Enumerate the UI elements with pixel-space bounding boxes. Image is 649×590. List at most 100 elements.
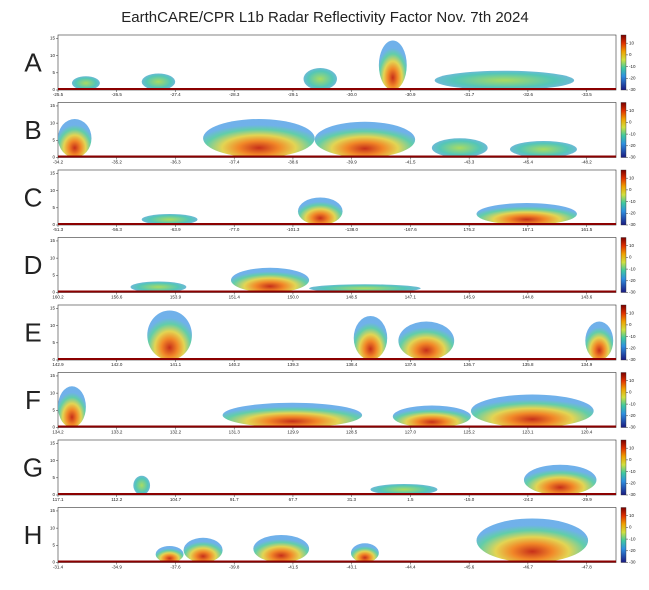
x-tick-label: 117.1 (53, 497, 64, 502)
x-tick-label: 160.2 (52, 295, 64, 300)
x-tick-label: 134.2 (52, 430, 64, 435)
x-tick-label: -31.7 (464, 92, 475, 97)
colorbar-tick-label: -20 (629, 278, 636, 283)
x-tick-label: 167.1 (522, 227, 534, 232)
y-tick-label: 15 (50, 36, 56, 41)
colorbar-tick-label: 10 (629, 40, 635, 45)
x-tick-label: 125.2 (464, 430, 476, 435)
echo-region (155, 546, 184, 563)
x-tick-label: -34.9 (112, 565, 123, 570)
x-tick-label: -26.5 (112, 92, 123, 97)
echo-region (230, 267, 310, 293)
colorbar-tick-label: 10 (629, 310, 635, 315)
x-tick-label: 148.5 (346, 295, 358, 300)
x-tick-label: 144.8 (522, 295, 534, 300)
colorbar-tick-label: 0 (629, 120, 632, 125)
x-tick-label: -29.1 (288, 92, 299, 97)
plot-area (57, 304, 617, 361)
colorbar-tick-label: -30 (629, 425, 636, 430)
colorbar (620, 34, 627, 91)
y-tick-label: 5 (52, 543, 55, 548)
x-tick-label: 140.2 (229, 362, 241, 367)
y-tick-label: 5 (52, 408, 55, 413)
x-tick-label: 143.6 (581, 295, 593, 300)
y-tick-label: 0 (52, 87, 55, 92)
colorbar-tick-label: -20 (629, 413, 636, 418)
colorbar-tick-label: -10 (629, 536, 636, 541)
y-tick-label: 5 (52, 475, 55, 480)
y-tick-label: 5 (52, 70, 55, 75)
colorbar-tick-label: 0 (629, 52, 632, 57)
x-tick-label: -33.5 (581, 92, 592, 97)
y-tick-label: 15 (50, 238, 56, 243)
y-tick-label: 0 (52, 155, 55, 160)
x-tick-label: 135.8 (522, 362, 534, 367)
x-tick-label: -41.5 (288, 565, 299, 570)
colorbar (620, 372, 627, 428)
echo-region (523, 464, 597, 495)
x-tick-label: -28.3 (229, 92, 240, 97)
colorbar-tick-label: -20 (629, 210, 636, 215)
echo-region (130, 281, 187, 293)
panel-label: F (25, 385, 41, 415)
panel-label: E (24, 317, 41, 347)
x-tick-label: 67.7 (289, 497, 298, 502)
x-tick-label: -30.9 (405, 92, 416, 97)
colorbar-tick-label: 0 (629, 525, 632, 530)
echo-region (509, 141, 577, 158)
echo-region (431, 138, 488, 158)
x-tick-label: 133.2 (111, 430, 123, 435)
x-tick-label: 138.4 (346, 362, 358, 367)
echo-region (71, 76, 100, 90)
x-tick-label: -51.3 (53, 227, 64, 232)
y-tick-label: 15 (50, 508, 56, 513)
echo-region (141, 214, 198, 225)
y-tick-label: 10 (50, 390, 56, 395)
panel-label: G (23, 452, 43, 482)
x-tick-label: -36.3 (170, 160, 181, 165)
x-tick-label: -43.3 (464, 160, 475, 165)
colorbar-tick-label: -30 (629, 87, 636, 92)
x-tick-label: 141.1 (170, 362, 182, 367)
y-tick-label: 15 (50, 306, 56, 311)
y-tick-label: 0 (52, 425, 55, 430)
colorbar (620, 237, 627, 293)
panel-label: A (24, 47, 42, 77)
y-tick-label: 0 (52, 222, 55, 227)
x-tick-label: -46.7 (523, 565, 534, 570)
x-tick-label: 129.9 (287, 430, 299, 435)
echo-region (57, 386, 86, 428)
colorbar-tick-label: -20 (629, 480, 636, 485)
echo-region (370, 484, 438, 495)
x-tick-label: 91.7 (230, 497, 239, 502)
x-tick-label: 112.2 (111, 497, 122, 502)
x-tick-label: 150.0 (287, 295, 299, 300)
echo-region (314, 121, 416, 158)
x-tick-label: -39.8 (229, 565, 240, 570)
x-tick-label: 131.3 (229, 430, 241, 435)
x-tick-label: -63.9 (170, 227, 181, 232)
x-tick-label: 136.7 (464, 362, 476, 367)
echo-region (353, 316, 388, 360)
colorbar-tick-label: 0 (629, 390, 632, 395)
y-tick-label: 5 (52, 273, 55, 278)
colorbar-tick-label: -30 (629, 222, 636, 227)
colorbar-tick-label: -30 (629, 290, 636, 295)
x-tick-label: 137.6 (405, 362, 417, 367)
colorbar-tick-label: -30 (629, 492, 636, 497)
x-tick-label: -37.6 (170, 565, 181, 570)
x-tick-label: -39.9 (347, 160, 358, 165)
echo-region (222, 402, 363, 428)
panel-label: H (24, 520, 43, 550)
colorbar-tick-label: -10 (629, 334, 636, 339)
x-tick-label: -24.2 (523, 497, 534, 502)
y-tick-label: 10 (50, 525, 56, 530)
x-tick-label: 151.4 (229, 295, 241, 300)
colorbar-tick-label: 10 (629, 445, 635, 450)
figure-title: EarthCARE/CPR L1b Radar Reflectivity Fac… (121, 9, 528, 26)
x-tick-label: 120.4 (581, 430, 593, 435)
y-tick-label: 5 (52, 340, 55, 345)
x-tick-label: 104.7 (170, 497, 182, 502)
colorbar-tick-label: -30 (629, 357, 636, 362)
y-tick-label: 15 (50, 373, 56, 378)
